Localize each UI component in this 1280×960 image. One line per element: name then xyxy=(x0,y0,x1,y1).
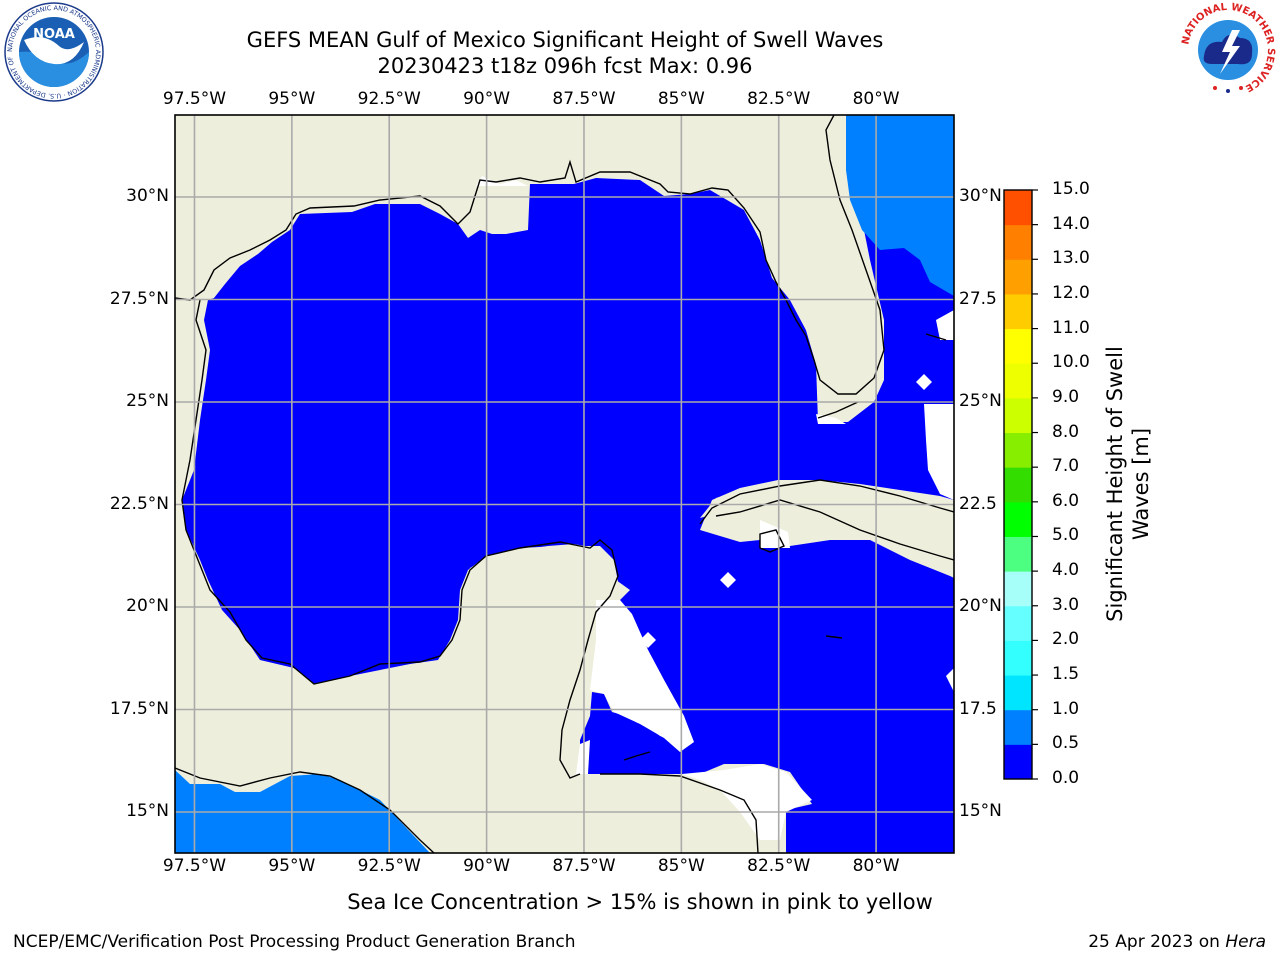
lon-tick-top: 87.5°W xyxy=(552,89,616,109)
noaa-logo: NATIONAL OCEANIC AND ATMOSPHERIC ADMINIS… xyxy=(4,2,104,102)
colorbar-swatch xyxy=(1004,744,1032,780)
lon-tick-bottom: 87.5°W xyxy=(552,856,616,876)
colorbar-label: 2.0 xyxy=(1052,629,1080,650)
lat-tick-left: 15°N xyxy=(126,801,169,821)
colorbar-swatch xyxy=(1004,397,1032,434)
lon-tick-bottom: 90°W xyxy=(463,856,511,876)
colorbar-label: 15.0 xyxy=(1052,179,1090,199)
lon-tick-top: 82.5°W xyxy=(747,89,811,109)
lat-tick-right: 30°N xyxy=(959,186,1002,206)
colorbar-swatch xyxy=(1004,675,1032,711)
lat-tick-right: 25°N xyxy=(959,391,1002,411)
lon-tick-top: 92.5°W xyxy=(357,89,421,109)
colorbar-swatch xyxy=(1004,432,1032,468)
lat-tick-left: 25°N xyxy=(126,391,169,411)
colorbar-label: 4.0 xyxy=(1052,560,1080,581)
footer-date-text: 25 Apr 2023 on xyxy=(1088,932,1220,952)
colorbar-swatch xyxy=(1004,709,1032,745)
lat-tick-right: 22.5 xyxy=(959,493,997,514)
colorbar-title: Significant Height of Swell Waves [m] xyxy=(1103,346,1153,622)
lon-tick-bottom: 97.5°W xyxy=(162,856,227,876)
colorbar-label: 0.0 xyxy=(1052,768,1080,788)
colorbar-frame xyxy=(1003,189,1033,780)
colorbar-swatch xyxy=(1004,571,1032,607)
colorbar-swatch xyxy=(1004,293,1032,330)
lon-tick-bottom: 80°W xyxy=(852,856,900,876)
lat-tick-left: 22.5°N xyxy=(109,493,169,514)
colorbar-label: 5.0 xyxy=(1052,525,1080,546)
lat-tick-right: 17.5 xyxy=(959,698,997,719)
colorbar-swatch xyxy=(1004,501,1032,537)
noaa-logo-text: NOAA xyxy=(33,27,75,42)
nws-logo: NATIONAL WEATHER SERVICE xyxy=(1180,2,1276,98)
map-frame xyxy=(174,114,955,854)
colorbar-swatch xyxy=(1004,467,1032,503)
colorbar xyxy=(1003,189,1038,780)
sea-ice-note: Sea Ice Concentration > 15% is shown in … xyxy=(347,890,933,914)
colorbar-swatch xyxy=(1004,363,1032,399)
lat-tick-right: 20°N xyxy=(959,596,1002,616)
caribbean-swell-field xyxy=(580,692,684,774)
colorbar-label: 13.0 xyxy=(1052,248,1090,269)
lat-tick-right: 15°N xyxy=(959,801,1002,821)
lon-tick-top: 80°W xyxy=(852,89,900,109)
colorbar-swatch xyxy=(1004,190,1032,226)
colorbar-swatch xyxy=(1004,328,1032,364)
footer-branch: NCEP/EMC/Verification Post Processing Pr… xyxy=(13,932,576,952)
colorbar-swatch xyxy=(1004,224,1032,260)
florida-land xyxy=(744,115,882,396)
lon-tick-bottom: 92.5°W xyxy=(357,856,421,876)
lat-tick-left: 17.5°N xyxy=(109,698,169,719)
colorbar-label: 8.0 xyxy=(1052,421,1080,442)
lon-tick-bottom: 85°W xyxy=(657,856,705,876)
lon-tick-top: 95°W xyxy=(268,89,316,109)
colorbar-swatch xyxy=(1004,536,1032,572)
lon-tick-bottom: 82.5°W xyxy=(747,856,811,876)
colorbar-label: 9.0 xyxy=(1052,386,1080,407)
lon-tick-bottom: 95°W xyxy=(268,856,316,876)
chart-subtitle: 20230423 t18z 096h fcst Max: 0.96 xyxy=(377,54,753,78)
footer-date: 25 Apr 2023 on Hera xyxy=(1088,932,1266,952)
colorbar-label: 14.0 xyxy=(1052,213,1090,234)
colorbar-label: 12.0 xyxy=(1052,282,1090,303)
colorbar-label: 1.5 xyxy=(1052,664,1080,685)
colorbar-swatch xyxy=(1004,640,1032,676)
lon-tick-top: 85°W xyxy=(657,89,705,109)
lat-tick-right: 27.5 xyxy=(959,288,997,309)
chart-title: GEFS MEAN Gulf of Mexico Significant Hei… xyxy=(246,28,884,52)
gridlines xyxy=(175,115,954,853)
atlantic-swell-band xyxy=(846,115,954,296)
lon-tick-top: 90°W xyxy=(463,89,511,109)
lon-tick-top: 97.5°W xyxy=(162,89,227,109)
colorbar-label: 7.0 xyxy=(1052,456,1080,477)
colorbar-label: 3.0 xyxy=(1052,594,1080,615)
colorbar-label: 1.0 xyxy=(1052,698,1080,719)
colorbar-label: 6.0 xyxy=(1052,490,1080,511)
lat-tick-left: 20°N xyxy=(126,596,169,616)
footer-host: Hera xyxy=(1225,932,1266,952)
colorbar-label: 0.5 xyxy=(1052,733,1080,754)
lat-tick-left: 27.5°N xyxy=(109,288,169,309)
colorbar-swatch xyxy=(1004,605,1032,641)
colorbar-swatch xyxy=(1004,259,1032,295)
colorbar-label: 11.0 xyxy=(1052,317,1090,338)
yucatan-land xyxy=(420,546,618,740)
colorbar-label: 10.0 xyxy=(1052,352,1090,373)
lat-tick-left: 30°N xyxy=(126,186,169,206)
